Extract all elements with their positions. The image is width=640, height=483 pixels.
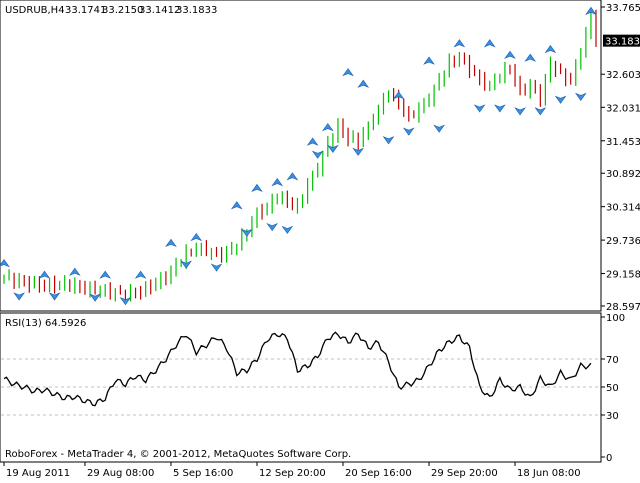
fractal-down-marker [494,104,506,113]
fractal-up-marker [251,183,263,192]
price-tick-label: 32.0310 [606,103,640,114]
fractal-down-marker [473,104,486,113]
price-tick-label: 31.4530 [606,137,640,148]
fractal-down-marker [554,95,567,104]
fractal-up-marker [504,50,516,59]
ohlc-close: 33.1833 [176,5,217,16]
price-panel[interactable]: 33.7650 32.6030 32.0310 31.4530 30.8920 30.31… [0,0,640,313]
fractal-down-marker [281,225,294,235]
time-tick-label: 19 Aug 2011 [6,468,70,479]
rsi-tick-label: 100 [606,313,625,324]
fractal-up-marker [230,201,243,210]
fractal-up-marker [134,270,147,279]
fractal-up-marker [342,68,354,77]
fractal-up-marker [165,238,177,247]
fractal-down-marker [180,260,192,269]
fractal-down-marker [241,228,253,237]
price-tick-label: 29.7360 [606,236,640,247]
rsi-line [3,331,592,407]
price-tick-label: 30.8920 [606,169,640,180]
rsi-series-line [3,331,592,407]
fractal-down-marker [327,144,339,154]
fractal-up-marker [544,44,557,54]
chart-title: USDRUB,H4 [5,5,65,16]
price-panel-frame [0,0,602,312]
fractal-down-marker [402,127,415,136]
fractal-down-marker [266,222,279,232]
fractal-up-marker [357,79,370,88]
rsi-title: RSI(13) 64.5926 [5,318,86,329]
ohlc-high: 33.2150 [102,5,143,16]
price-tick-label: 29.1580 [606,270,640,281]
rsi-levels [1,358,600,416]
price-tick-label: 32.6030 [606,70,640,81]
fractal-down-marker [48,292,61,301]
fractal-up-marker [271,178,284,187]
fractal-up-marker [585,6,597,15]
fractal-up-marker [453,39,466,48]
copyright-text: RoboForex - MetaTrader 4, © 2001-2012, M… [5,449,351,460]
fractal-down-marker [89,293,101,302]
price-axis: 33.7650 32.6030 32.0310 31.4530 30.8920 30.31… [601,3,640,313]
fractal-up-marker [306,137,319,146]
price-tick-label: 28.5970 [606,302,640,313]
fractal-up-marker [68,267,81,276]
fractal-up-marker [321,123,334,132]
time-tick-label: 29 Aug 08:00 [87,468,154,479]
fractal-up-marker [423,56,435,65]
time-tick-label: 5 Sep 16:00 [173,468,233,479]
fractal-up-marker [524,53,537,62]
fractal-up-marker [190,232,203,242]
fractal-down-marker [433,124,445,133]
fractal-down-marker [311,150,324,159]
rsi-axis: 100 70 50 30 0 [601,313,625,464]
current-price-marker: 33.1833 [603,34,640,48]
fractal-down-marker [352,147,365,156]
fractal-down-marker [514,107,526,116]
fractal-down-marker [13,292,26,301]
time-tick-label: 29 Sep 20:00 [431,468,498,479]
fractal-down-marker [210,263,223,272]
fractal-down-marker [574,92,587,101]
rsi-tick-label: 0 [606,453,612,464]
fractal-down-marker [534,107,547,116]
price-tick-label: 30.3140 [606,203,640,214]
ohlc-open: 33.1741 [65,5,106,16]
fractal-up-marker [38,270,51,279]
fractal-up-marker [392,91,405,100]
fractal-up-marker [99,270,112,279]
fractal-down-marker [119,297,132,306]
fractal-up-marker [0,259,10,268]
current-price-label: 33.1833 [605,37,640,48]
time-tick-label: 20 Sep 16:00 [345,468,412,479]
fractal-up-marker [483,39,496,48]
time-tick-label: 12 Sep 20:00 [259,468,326,479]
price-candles [3,9,597,304]
fractal-up-marker [286,172,299,181]
fractal-markers [0,6,597,306]
rsi-tick-label: 70 [606,355,619,366]
rsi-panel[interactable]: 100 70 50 30 0 RSI(13) 64.5926 RoboForex - M… [0,312,625,464]
fractal-down-marker [382,136,395,145]
rsi-tick-label: 50 [606,383,619,394]
price-tick-label: 33.7650 [606,3,640,14]
time-tick-label: 18 Jun 08:00 [517,468,581,479]
ohlc-low: 33.1412 [139,5,180,16]
time-axis: 19 Aug 2011 29 Aug 08:00 5 Sep 16:00 12 Sep… [3,462,581,479]
rsi-tick-label: 30 [606,411,619,422]
